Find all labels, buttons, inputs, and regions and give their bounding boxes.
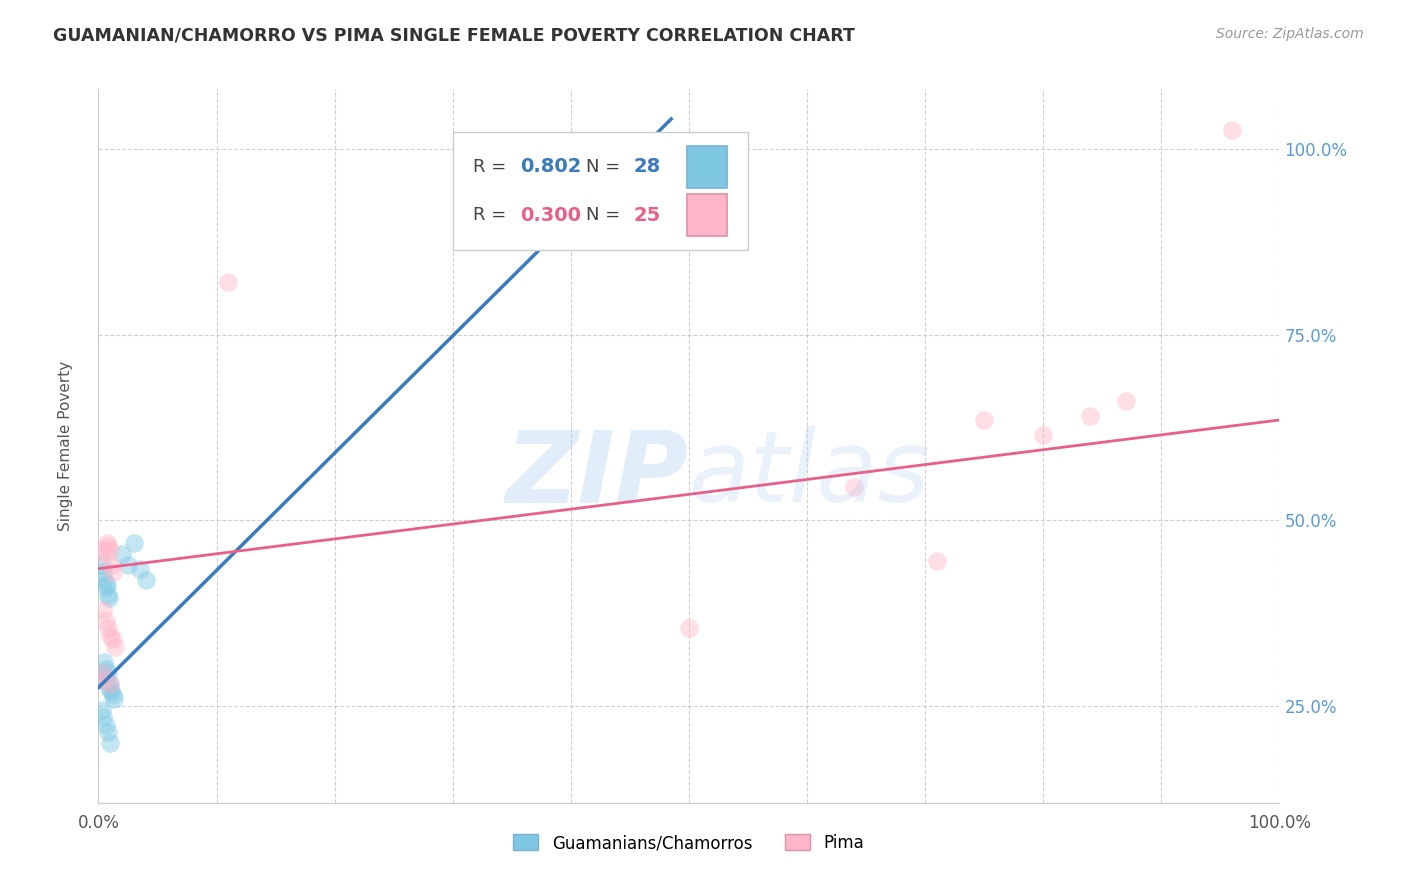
Point xyxy=(98,681,121,695)
Point xyxy=(98,736,121,750)
Point xyxy=(97,725,120,739)
Point xyxy=(1032,428,1054,442)
Point xyxy=(101,688,124,702)
Point xyxy=(122,535,145,549)
Point xyxy=(91,673,114,688)
Point xyxy=(97,621,120,635)
Point xyxy=(94,717,117,731)
Text: R =: R = xyxy=(472,158,512,176)
Point xyxy=(96,673,118,688)
Text: N =: N = xyxy=(586,158,626,176)
Point xyxy=(135,573,157,587)
Point xyxy=(91,558,114,572)
Point xyxy=(91,710,114,724)
Point xyxy=(117,558,139,572)
Point xyxy=(1220,123,1243,137)
Text: GUAMANIAN/CHAMORRO VS PIMA SINGLE FEMALE POVERTY CORRELATION CHART: GUAMANIAN/CHAMORRO VS PIMA SINGLE FEMALE… xyxy=(53,27,855,45)
Point xyxy=(103,691,125,706)
Point xyxy=(925,554,948,568)
Point xyxy=(91,703,114,717)
Point xyxy=(93,547,115,561)
Point xyxy=(93,655,115,669)
Point xyxy=(128,562,150,576)
Point xyxy=(97,665,120,680)
Point xyxy=(104,640,127,654)
Point xyxy=(98,629,121,643)
Point xyxy=(101,632,124,647)
Text: ZIP: ZIP xyxy=(506,426,689,523)
Text: 25: 25 xyxy=(634,206,661,225)
Text: N =: N = xyxy=(586,206,626,224)
Point xyxy=(91,602,114,616)
Text: Source: ZipAtlas.com: Source: ZipAtlas.com xyxy=(1216,27,1364,41)
Point xyxy=(91,543,114,558)
Text: 0.802: 0.802 xyxy=(520,157,582,176)
Point xyxy=(100,684,122,698)
Point xyxy=(973,413,995,427)
Point xyxy=(96,535,118,549)
Point xyxy=(111,547,134,561)
Point xyxy=(101,566,124,580)
Point xyxy=(98,677,121,691)
Point xyxy=(94,580,117,594)
Point xyxy=(98,543,121,558)
Point xyxy=(96,576,118,591)
FancyBboxPatch shape xyxy=(453,132,748,250)
Point xyxy=(100,558,122,572)
Text: 0.300: 0.300 xyxy=(520,206,581,225)
Point xyxy=(94,662,117,676)
Point xyxy=(1080,409,1102,424)
Text: R =: R = xyxy=(472,206,512,224)
Legend: Guamanians/Chamorros, Pima: Guamanians/Chamorros, Pima xyxy=(506,828,872,859)
Point xyxy=(91,566,114,580)
Point xyxy=(678,621,700,635)
Text: 28: 28 xyxy=(634,157,661,176)
Text: atlas: atlas xyxy=(689,426,931,523)
Point xyxy=(97,588,120,602)
Point xyxy=(94,614,117,628)
Point xyxy=(91,665,114,680)
Point xyxy=(93,673,115,688)
Point xyxy=(98,591,121,606)
FancyBboxPatch shape xyxy=(686,194,727,236)
Point xyxy=(217,276,239,290)
Point xyxy=(97,539,120,553)
Point xyxy=(1115,394,1137,409)
Point xyxy=(844,480,866,494)
Point xyxy=(91,665,114,680)
Point xyxy=(98,677,121,691)
Point xyxy=(93,573,115,587)
FancyBboxPatch shape xyxy=(686,145,727,187)
Y-axis label: Single Female Poverty: Single Female Poverty xyxy=(59,361,73,531)
